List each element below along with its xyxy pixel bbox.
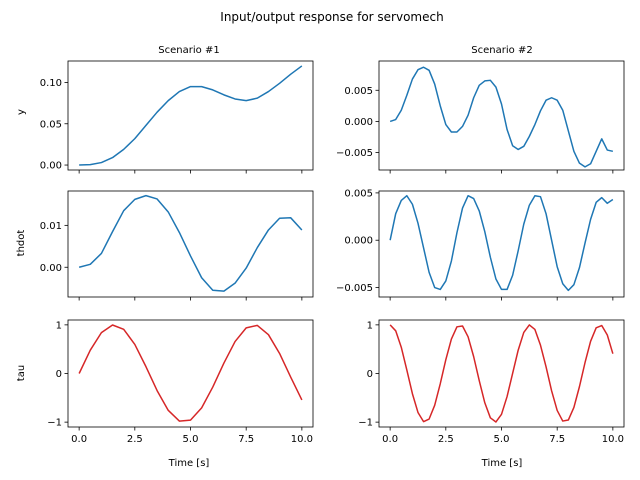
y-tick-label: 0.10 (40, 78, 62, 89)
panel-3: 0.00 0.01 (40, 190, 314, 301)
y-tick-label: 0.000 (344, 117, 373, 128)
axes-frame (378, 60, 625, 171)
x-tick-label: 7.5 (549, 434, 565, 445)
figure-title: Input/output response for servomech (220, 10, 443, 24)
axes-frame (378, 190, 625, 298)
series-line-1 (78, 324, 303, 422)
y-tick-label: 0.000 (344, 236, 373, 247)
xlabel-right: Time [s] (481, 458, 523, 469)
y-tick-label: 0 (56, 369, 62, 380)
axes-frame (67, 190, 314, 298)
panel-1: 0.00 0.05 0.10 (40, 60, 314, 174)
y-tick-label: −1 (358, 418, 373, 429)
panel-4: −0.005 0.000 0.005 (336, 188, 625, 301)
ylabel-tau: tau (16, 365, 27, 381)
axes-frame (67, 60, 314, 171)
series-line-1 (389, 324, 614, 423)
y-tick-label: 1 (367, 320, 373, 331)
y-tick-label: −1 (47, 418, 62, 429)
series-line-1 (389, 66, 614, 168)
y-tick-label: 0.005 (344, 188, 373, 199)
x-tick-label: 7.5 (238, 434, 254, 445)
column-title-scenario-1: Scenario #1 (158, 45, 219, 56)
y-tick-label: 0.00 (40, 263, 62, 274)
ylabel-y: y (16, 109, 27, 115)
y-tick-label: 1 (56, 320, 62, 331)
x-tick-label: 5.0 (494, 434, 510, 445)
y-tick-label: 0.01 (40, 221, 62, 232)
x-tick-label: 0.0 (382, 434, 398, 445)
ylabel-thdot: thdot (16, 230, 27, 257)
x-tick-label: 2.5 (438, 434, 454, 445)
panel-5: 0.0 2.5 5.0 7.5 10.0 −1 0 1 (47, 319, 314, 445)
xlabel-left: Time [s] (168, 458, 210, 469)
x-tick-label: 10.0 (602, 434, 624, 445)
x-tick-label: 0.0 (71, 434, 87, 445)
y-tick-label: −0.005 (336, 148, 373, 159)
column-title-scenario-2: Scenario #2 (471, 45, 532, 56)
series-line-1 (389, 194, 614, 292)
y-tick-label: 0.005 (344, 86, 373, 97)
panel-6: 0.0 2.5 5.0 7.5 10.0 −1 0 1 (358, 319, 625, 445)
x-tick-label: 5.0 (183, 434, 199, 445)
series-line-1 (78, 194, 303, 292)
y-tick-label: 0 (367, 369, 373, 380)
y-tick-label: 0.05 (40, 119, 62, 130)
x-tick-label: 2.5 (127, 434, 143, 445)
panel-2: −0.005 0.000 0.005 (336, 60, 625, 174)
axes-frame (378, 319, 625, 428)
x-tick-label: 10.0 (291, 434, 313, 445)
axes-frame (67, 319, 314, 428)
y-tick-label: 0.00 (40, 161, 62, 172)
y-tick-label: −0.005 (336, 283, 373, 294)
series-line-1 (79, 65, 303, 166)
